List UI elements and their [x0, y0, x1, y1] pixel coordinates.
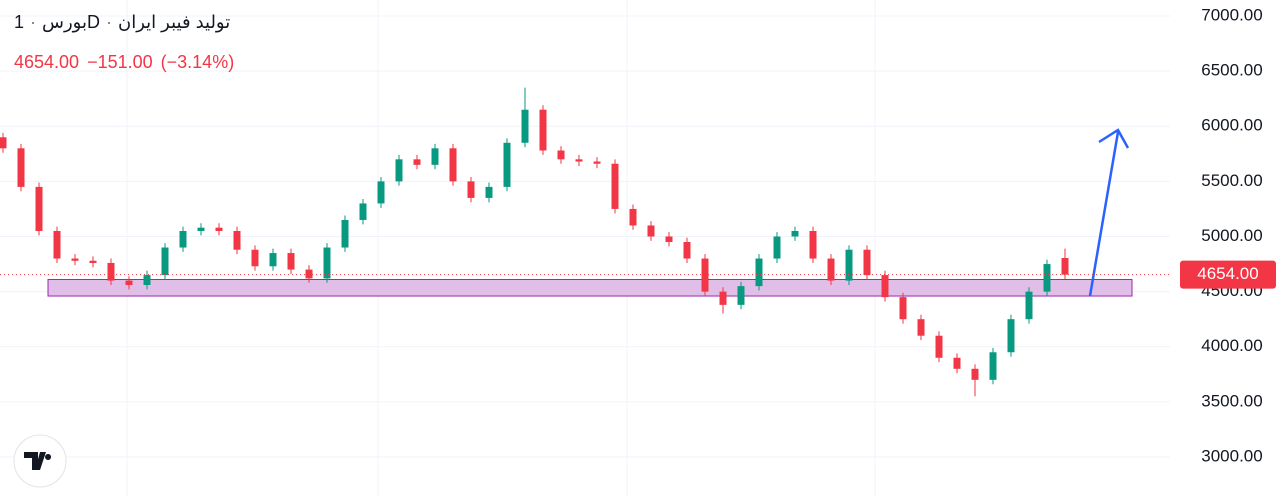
candle-body	[197, 227, 205, 231]
candle-body	[467, 181, 475, 198]
candle-body	[89, 260, 97, 263]
y-tick-label: 3000.00	[1201, 446, 1262, 465]
candle-body	[953, 357, 961, 369]
candle-body	[737, 286, 745, 305]
interval: 1D	[14, 12, 100, 32]
candle-body	[899, 297, 907, 320]
candle-body	[611, 163, 619, 209]
candle-body	[1007, 319, 1015, 353]
candle-body	[0, 137, 7, 149]
candle-body	[521, 109, 529, 143]
candle-body	[827, 258, 835, 281]
candle-body	[215, 227, 223, 231]
candle-body	[269, 253, 277, 267]
candle-body	[431, 148, 439, 165]
candle-body	[629, 208, 637, 226]
candle-body	[845, 249, 853, 281]
candle-body	[557, 150, 565, 160]
price: 4654.00	[14, 52, 80, 72]
v-grid	[126, 0, 876, 496]
y-tick-label: 5000.00	[1201, 226, 1262, 245]
y-tick-label: 7000.00	[1201, 5, 1262, 24]
candle-body	[359, 203, 367, 220]
exchange: بورس	[42, 12, 87, 32]
zone	[47, 278, 1133, 297]
arrow	[1088, 128, 1130, 297]
candle-body	[35, 186, 43, 231]
candle-body	[1043, 264, 1051, 292]
y-tick-label: 6500.00	[1201, 61, 1262, 80]
candle-body	[395, 159, 403, 182]
candle-body	[125, 280, 133, 286]
logo	[13, 434, 67, 488]
candle-body	[1061, 257, 1069, 275]
candle-body	[251, 249, 259, 267]
candle-body	[773, 236, 781, 259]
last-price-label: 4654.00	[1197, 264, 1258, 283]
candle-body	[791, 230, 799, 237]
y-tick-label: 3500.00	[1201, 391, 1262, 410]
candle-body	[917, 319, 925, 336]
candle-body	[755, 258, 763, 287]
candle-body	[17, 148, 25, 187]
change-percent: (−3.14%)	[160, 52, 235, 72]
candle-body	[863, 249, 871, 276]
candle-body	[935, 335, 943, 358]
candle-body	[323, 247, 331, 279]
candle-body	[593, 161, 601, 164]
y-tick-label: 5500.00	[1201, 171, 1262, 190]
candle-body	[413, 159, 421, 165]
candle-body	[287, 253, 295, 270]
candle-body	[449, 148, 457, 182]
candle-body	[53, 230, 61, 259]
candle-body	[143, 275, 151, 286]
last-price-box	[1180, 260, 1276, 289]
candle-body	[305, 269, 313, 279]
candle-body	[719, 291, 727, 305]
candle-body	[233, 230, 241, 250]
candle-body	[647, 225, 655, 237]
candle-body	[485, 186, 493, 198]
candle-body	[341, 219, 349, 248]
candle-body	[809, 230, 817, 259]
symbol: تولید فیبر ایران	[118, 12, 231, 32]
y-tick-label: 4000.00	[1201, 336, 1262, 355]
candle-body	[665, 236, 673, 243]
candle-body	[971, 368, 979, 380]
candle-body	[71, 258, 79, 261]
candle-body	[377, 181, 385, 204]
candle-body	[881, 275, 889, 298]
candle-body	[1025, 291, 1033, 320]
candle-body	[107, 262, 115, 281]
candle-body	[161, 247, 169, 276]
candle-body	[683, 242, 691, 259]
candle-body	[539, 109, 547, 151]
candle-body	[575, 159, 583, 162]
change: −151.00	[87, 52, 153, 72]
header: بورس·1D · تولید فیبر ایران	[14, 12, 231, 32]
price-line: 4654.00 −151.00 (−3.14%)	[14, 52, 242, 73]
candle-body	[179, 230, 187, 248]
candle-body	[503, 142, 511, 187]
candle-body	[989, 352, 997, 380]
y-tick-label: 6000.00	[1201, 116, 1262, 135]
